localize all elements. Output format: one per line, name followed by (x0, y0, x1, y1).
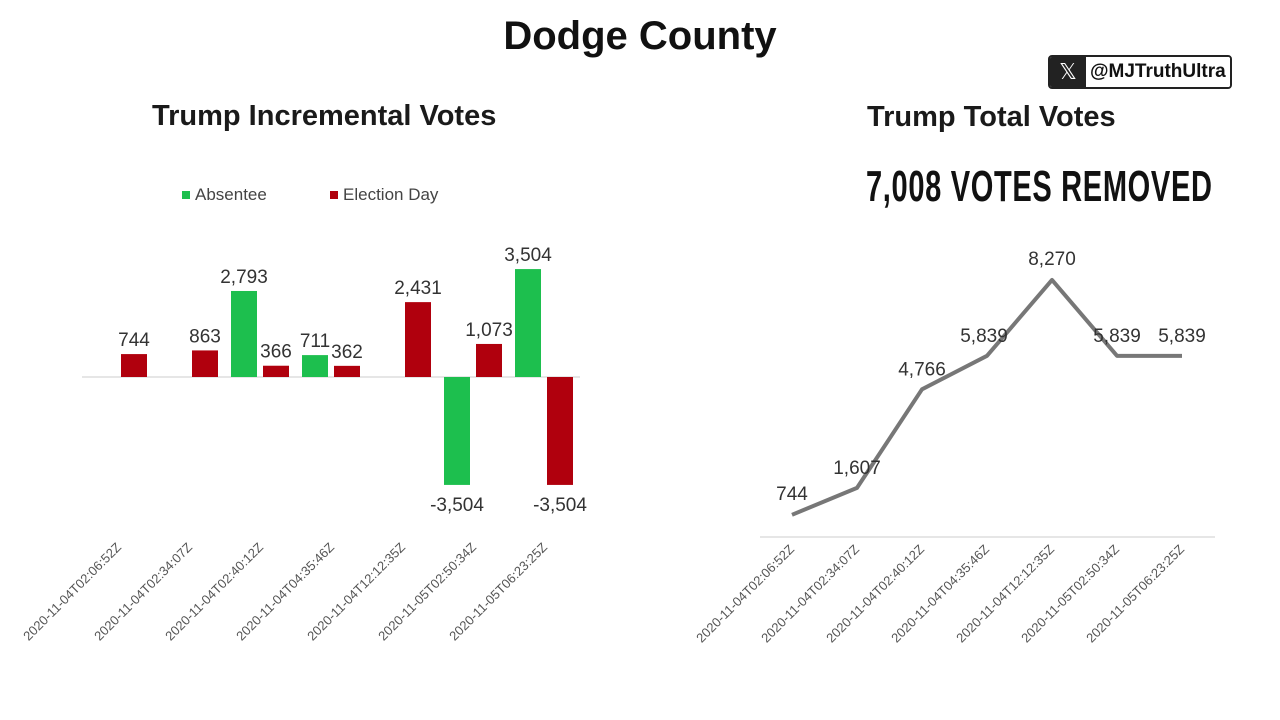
line-data-label: 5,839 (960, 326, 1008, 347)
bar-data-label: 2,431 (394, 278, 442, 299)
bar-election-day (476, 343, 502, 377)
bar-election-day (405, 302, 431, 377)
bar-data-label: 362 (331, 342, 363, 363)
bar-absentee (444, 377, 470, 485)
line-data-label: 5,839 (1158, 326, 1206, 347)
legend-label-election-day: Election Day (343, 185, 439, 204)
bar-chart-title: Trump Incremental Votes (152, 100, 497, 132)
line-data-label: 5,839 (1093, 326, 1141, 347)
bar-data-label: 1,073 (465, 320, 513, 341)
legend-label-absentee: Absentee (195, 185, 267, 204)
bar-data-label: 2,793 (220, 267, 268, 288)
bar-absentee (231, 290, 257, 377)
bar-data-label: 711 (300, 331, 330, 352)
watermark-badge: 𝕏 @MJTruthUltra (1048, 55, 1232, 89)
bar-election-day (334, 365, 360, 377)
bar-election-day (547, 377, 573, 485)
bar-data-label: 863 (189, 326, 221, 347)
line-data-label: 1,607 (833, 458, 881, 479)
bar-data-label: -3,504 (430, 495, 484, 516)
bar-data-label: -3,504 (533, 495, 587, 516)
watermark-handle: @MJTruthUltra (1086, 57, 1230, 87)
total-votes-line (791, 277, 1182, 517)
bar-election-day (121, 354, 147, 377)
bar-election-day (192, 350, 218, 377)
bar-absentee (515, 269, 541, 377)
line-data-label: 8,270 (1028, 249, 1076, 270)
legend-election-day: Election Day (330, 185, 438, 205)
bar-data-label: 3,504 (504, 245, 552, 266)
bar-data-label: 744 (118, 330, 150, 351)
page-title: Dodge County (503, 14, 777, 58)
legend-absentee: Absentee (182, 185, 267, 205)
bar-election-day (263, 365, 289, 377)
bar-data-label: 366 (260, 342, 292, 363)
legend-swatch-absentee (182, 191, 190, 199)
x-logo-icon: 𝕏 (1050, 57, 1086, 87)
line-data-label: 4,766 (898, 359, 946, 380)
line-chart-title: Trump Total Votes (867, 101, 1116, 133)
bar-absentee (302, 355, 328, 377)
line-data-label: 744 (776, 484, 808, 505)
legend-swatch-election-day (330, 191, 338, 199)
headline: 7,008 VOTES REMOVED (866, 162, 1213, 211)
